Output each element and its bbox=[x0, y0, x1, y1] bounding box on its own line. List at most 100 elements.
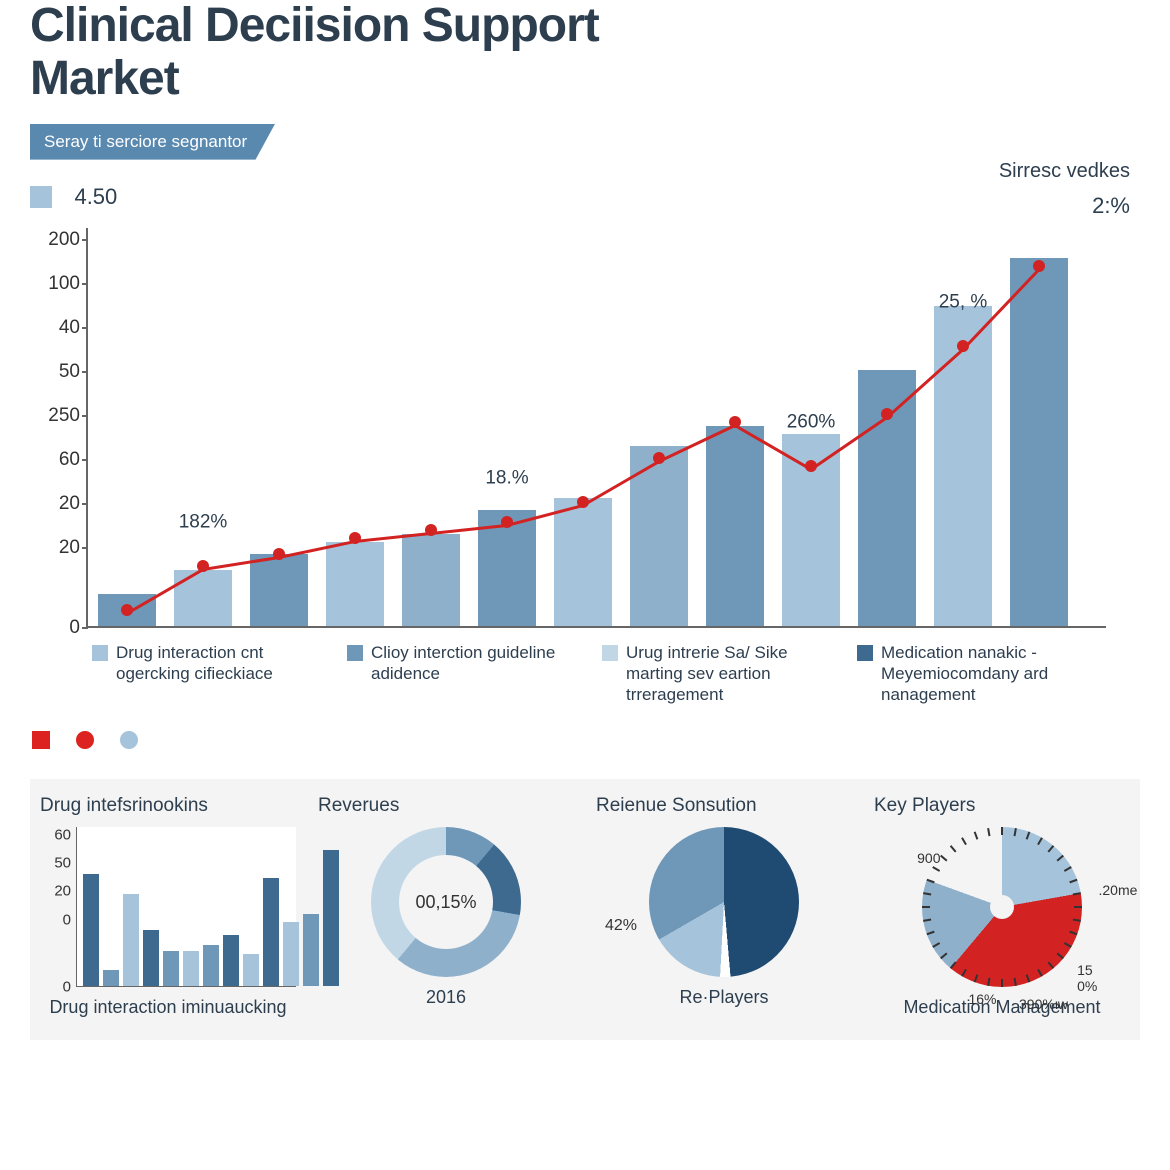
mini-y-tick: 0 bbox=[41, 912, 71, 929]
panel-mini-bar-caption: Drug interaction iminuaucking bbox=[40, 997, 296, 1018]
mini-bar bbox=[323, 850, 339, 986]
line-point bbox=[881, 408, 893, 420]
mini-bar bbox=[123, 894, 139, 987]
panel-mini-bar: Drug intefsrinookins 60502000 Drug inter… bbox=[40, 795, 296, 1018]
x-category-swatch bbox=[602, 645, 618, 661]
main-chart: 4.50 20010040502506020200182%18.%260%25,… bbox=[30, 184, 1140, 750]
page-title: Clinical Deciision Support Market bbox=[30, 0, 1140, 106]
x-category: Drug interaction cnt ogercking cifieckia… bbox=[86, 642, 341, 706]
value-above-axis: 4.50 bbox=[74, 184, 117, 210]
donut-center-label: 00,15% bbox=[399, 855, 493, 949]
mini-y-tick: 0 bbox=[41, 979, 71, 996]
mini-bar bbox=[103, 970, 119, 986]
gauge-ring-label: 16% bbox=[968, 991, 996, 1007]
line-point bbox=[349, 532, 361, 544]
pie-chart: 42% bbox=[649, 827, 799, 977]
y-tick-label: 0 bbox=[32, 617, 80, 639]
mini-bar bbox=[303, 914, 319, 986]
mini-bar bbox=[143, 930, 159, 986]
line-point bbox=[577, 496, 589, 508]
panel-pie-caption: Re·Players bbox=[596, 987, 852, 1008]
bar bbox=[706, 426, 764, 626]
panel-gauge: Key Players .20me15 0%390%ιw16%900 Medic… bbox=[874, 795, 1130, 1018]
y-tick-label: 20 bbox=[32, 493, 80, 515]
bar bbox=[554, 498, 612, 626]
y-tick-label: 40 bbox=[32, 317, 80, 339]
mini-bar bbox=[203, 945, 219, 987]
bar bbox=[326, 542, 384, 626]
panel-gauge-caption: Medication Μanagement bbox=[874, 997, 1130, 1018]
panel-gauge-title: Key Players bbox=[874, 795, 1130, 817]
line-point bbox=[197, 560, 209, 572]
bar bbox=[1010, 258, 1068, 626]
gauge-hub bbox=[990, 895, 1014, 919]
point-label: 260% bbox=[787, 411, 836, 433]
legend-marker-circle-red bbox=[76, 731, 94, 749]
mini-y-tick: 20 bbox=[41, 883, 71, 900]
gauge-ring-label: 390%ιw bbox=[1019, 996, 1068, 1012]
y-tick-label: 50 bbox=[32, 361, 80, 383]
title-line-2: Market bbox=[30, 52, 179, 105]
mini-bar bbox=[283, 922, 299, 986]
panel-mini-bar-title: Drug intefsrinookins bbox=[40, 795, 296, 817]
marker-legend bbox=[32, 731, 1140, 749]
x-category-row: Drug interaction cnt ogercking cifieckia… bbox=[86, 642, 1106, 706]
line-point bbox=[729, 416, 741, 428]
line-point bbox=[121, 604, 133, 616]
mini-bar bbox=[223, 935, 239, 986]
x-category-label: Urug intrerie Sa/ Sike marting sev earti… bbox=[626, 642, 845, 706]
bar bbox=[934, 306, 992, 626]
panel-donut-caption: 2016 bbox=[318, 987, 574, 1008]
point-label: 182% bbox=[179, 511, 228, 533]
y-tick-label: 100 bbox=[32, 273, 80, 295]
line-point bbox=[501, 516, 513, 528]
bottom-panels: Drug intefsrinookins 60502000 Drug inter… bbox=[30, 779, 1140, 1040]
x-category: Clioy interction guideline adidence bbox=[341, 642, 596, 706]
line-point bbox=[653, 452, 665, 464]
mini-bar bbox=[263, 878, 279, 987]
mini-bar bbox=[163, 951, 179, 986]
gauge-ring-label: 900 bbox=[917, 850, 940, 866]
x-category-label: Drug interaction cnt ogercking cifieckia… bbox=[116, 642, 335, 685]
point-label: 25, % bbox=[939, 291, 988, 313]
line-point bbox=[273, 548, 285, 560]
chart-plot-area: 20010040502506020200182%18.%260%25, % bbox=[86, 228, 1106, 628]
legend-marker-circle-blue bbox=[120, 731, 138, 749]
x-category-label: Clioy interction guideline adidence bbox=[371, 642, 590, 685]
gauge-ring-label: .20me bbox=[1099, 882, 1138, 898]
line-point bbox=[1033, 260, 1045, 272]
x-category-swatch bbox=[857, 645, 873, 661]
mini-bar bbox=[183, 951, 199, 986]
mini-y-tick: 50 bbox=[41, 854, 71, 871]
title-line-1: Clinical Deciision Support bbox=[30, 0, 599, 52]
subtitle-ribbon: Seray ti serciore segnantor bbox=[30, 124, 275, 160]
panel-donut: Reverues 00,15% 2016 bbox=[318, 795, 574, 1018]
bar bbox=[402, 534, 460, 626]
x-category: Urug intrerie Sa/ Sike marting sev earti… bbox=[596, 642, 851, 706]
point-label: 18.% bbox=[485, 467, 528, 489]
bar bbox=[250, 554, 308, 626]
y-tick-label: 250 bbox=[32, 405, 80, 427]
pie-label-left: 42% bbox=[605, 917, 637, 935]
mini-bar bbox=[243, 954, 259, 986]
x-category: Medication nanakic - Meyemiocomdany ard … bbox=[851, 642, 1106, 706]
mini-bar bbox=[83, 874, 99, 986]
y-tick-label: 200 bbox=[32, 229, 80, 251]
x-category-swatch bbox=[347, 645, 363, 661]
panel-donut-title: Reverues bbox=[318, 795, 574, 817]
line-point bbox=[805, 460, 817, 472]
x-category-swatch bbox=[92, 645, 108, 661]
gauge-chart: .20me15 0%390%ιw16%900 bbox=[922, 827, 1082, 987]
donut-chart: 00,15% bbox=[371, 827, 521, 977]
mini-y-tick: 60 bbox=[41, 827, 71, 844]
y-tick-label: 60 bbox=[32, 449, 80, 471]
panel-pie-title: Reienue Sonsution bbox=[596, 795, 852, 817]
mini-bar-plot: 60502000 bbox=[76, 827, 296, 987]
line-point bbox=[425, 524, 437, 536]
panel-pie: Reienue Sonsution 42% Re·Players bbox=[596, 795, 852, 1018]
line-point bbox=[957, 340, 969, 352]
y-tick-label: 20 bbox=[32, 537, 80, 559]
top-right-label: Sirresc vedkes bbox=[999, 160, 1130, 183]
legend-swatch bbox=[30, 186, 52, 208]
legend-marker-square bbox=[32, 731, 50, 749]
